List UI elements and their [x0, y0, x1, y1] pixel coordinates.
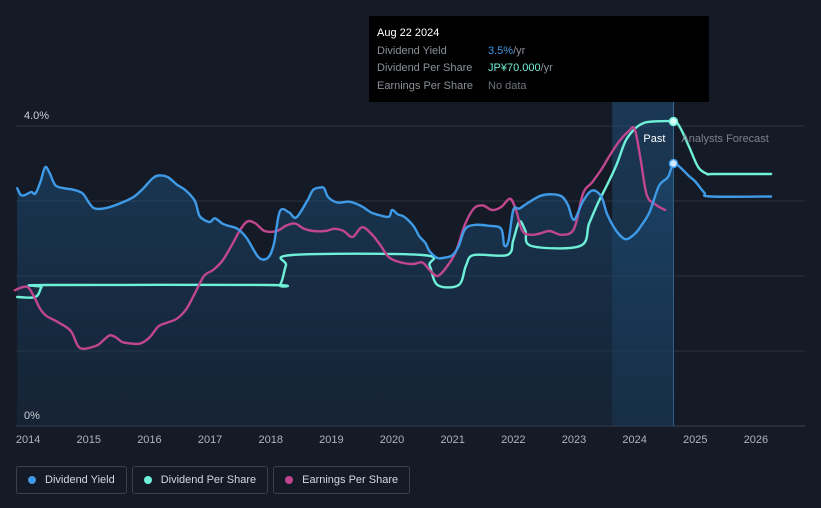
dividend-yield-fill	[17, 163, 674, 426]
x-tick-label: 2016	[137, 434, 161, 446]
legend-earnings-per-share[interactable]: Earnings Per Share	[273, 466, 411, 494]
yield-marker	[668, 158, 679, 169]
x-tick-label: 2015	[77, 434, 101, 446]
tooltip-value: No data	[488, 79, 527, 92]
legend-label: Dividend Yield	[45, 474, 115, 486]
past-label: Past	[643, 133, 665, 145]
x-tick-label: 2023	[562, 434, 586, 446]
tooltip-row-eps: Earnings Per Share No data	[377, 78, 701, 96]
x-tick-label: 2022	[501, 434, 525, 446]
x-tick-label: 2026	[744, 434, 768, 446]
legend-dividend-per-share[interactable]: Dividend Per Share	[131, 466, 269, 494]
legend-dot-icon	[28, 476, 36, 484]
dividend-yield-line	[16, 161, 773, 261]
tooltip-row-yield: Dividend Yield 3.5% /yr	[377, 43, 701, 61]
earnings-per-share-line	[13, 125, 667, 351]
tooltip-value: JP¥70.000	[488, 62, 541, 74]
legend: Dividend Yield Dividend Per Share Earnin…	[16, 466, 411, 494]
y-tick-label: 0%	[24, 410, 40, 422]
legend-dividend-yield[interactable]: Dividend Yield	[16, 466, 127, 494]
legend-dot-icon	[285, 476, 294, 484]
axis-labels: 4.0% 0% 2014 2015 2016 2017 2018 2019 2020 2021 20…	[16, 110, 769, 446]
tooltip-value: 3.5%	[488, 44, 514, 57]
x-tick-label: 2021	[440, 434, 464, 446]
x-tick-label: 2024	[622, 434, 646, 446]
dps-marker	[668, 116, 679, 127]
tooltip-label: Earnings Per Share	[377, 79, 473, 92]
y-tick-label: 4.0%	[24, 110, 49, 122]
x-tick-label: 2018	[258, 434, 282, 446]
tooltip-row-dps: Dividend Per Share JP¥70.000 /yr	[377, 60, 701, 78]
hover-tooltip: Aug 22 2024 Dividend Yield 3.5% /yr Divi…	[369, 16, 709, 102]
x-tick-label: 2025	[683, 434, 707, 446]
markers	[668, 116, 679, 169]
x-tick-label: 2017	[198, 434, 222, 446]
legend-label: Dividend Per Share	[160, 474, 257, 486]
tooltip-label: Dividend Per Share	[377, 62, 473, 74]
tooltip-label: Dividend Yield	[377, 44, 447, 57]
x-tick-label: 2014	[16, 434, 40, 446]
dividend-yield-area	[17, 163, 674, 426]
legend-label: Earnings Per Share	[302, 474, 399, 486]
forecast-label: Analysts Forecast	[681, 133, 768, 145]
tooltip-unit: /yr	[513, 44, 526, 57]
x-tick-label: 2019	[319, 434, 343, 446]
tooltip-unit: /yr	[540, 62, 553, 74]
legend-dot-icon	[143, 476, 152, 484]
x-tick-label: 2020	[380, 434, 404, 446]
tooltip-date: Aug 22 2024	[377, 27, 440, 39]
